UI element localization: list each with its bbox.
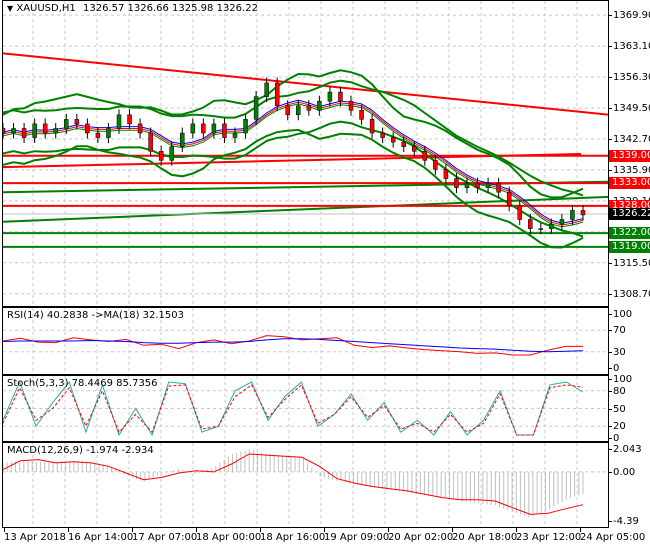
triangle-down-icon[interactable]: ▼	[7, 4, 14, 13]
time-tick: 18 Apr 16:00	[260, 528, 326, 543]
current-price-label: 1326.22	[609, 207, 650, 220]
stochastic-tick: 100	[608, 374, 633, 385]
stochastic-tick: 80	[609, 385, 626, 397]
rsi-chart-canvas	[3, 308, 608, 374]
level-label-resistance: 1333.00	[609, 177, 650, 190]
chart-header: ▼ XAUUSD,H1 1326.57 1326.66 1325.98 1326…	[7, 3, 258, 14]
symbol-label: XAUUSD,H1	[16, 3, 76, 14]
rsi-tick: 30	[609, 346, 626, 358]
macd-tick: 0.00	[608, 466, 636, 478]
stochastic-tick: 20	[609, 421, 626, 433]
stochastic-tick: 0	[608, 433, 620, 444]
macd-tick: -4.39	[609, 516, 639, 527]
time-tick: 20 Apr 18:00	[452, 528, 518, 543]
price-tick: 1349.50	[608, 103, 650, 114]
price-tick: 1363.10	[608, 41, 650, 52]
price-tick: 1356.30	[608, 72, 650, 83]
time-axis[interactable]: 13 Apr 2018 16 Apr 14:00 17 Apr 07:00 18 Ap…	[2, 528, 645, 550]
level-label-support: 1322.00	[609, 227, 650, 240]
time-tick: 24 Apr 05:00	[580, 528, 646, 543]
price-tick: 1369.90	[608, 10, 650, 21]
rsi-axis: 100 70 30 0	[608, 307, 650, 375]
macd-axis: 2.043 0.00 -4.39	[608, 442, 650, 528]
stochastic-title: Stoch(5,3,3) 78.4469 85.7356	[7, 378, 158, 389]
rsi-title: RSI(14) 40.2838 ->MA(18) 32.1503	[7, 310, 184, 321]
time-tick: 13 Apr 2018	[4, 528, 66, 543]
macd-panel[interactable]: MACD(12,26,9) -1.974 -2.934	[2, 442, 609, 528]
time-tick: 19 Apr 09:00	[324, 528, 390, 543]
stochastic-axis: 100 80 50 20 0	[608, 374, 650, 444]
time-tick: 17 Apr 07:00	[132, 528, 198, 543]
price-tick: 1335.90	[608, 165, 650, 176]
price-chart-canvas[interactable]	[3, 1, 609, 306]
price-tick: 1315.50	[608, 258, 650, 269]
ohlc-values: 1326.57 1326.66 1325.98 1326.22	[82, 3, 258, 14]
time-tick: 16 Apr 14:00	[68, 528, 134, 543]
time-tick: 18 Apr 00:00	[196, 528, 262, 543]
rsi-panel[interactable]: RSI(14) 40.2838 ->MA(18) 32.1503	[2, 307, 609, 375]
level-label-support: 1319.00	[609, 240, 650, 253]
macd-title: MACD(12,26,9) -1.974 -2.934	[7, 445, 154, 456]
time-tick: 20 Apr 02:00	[388, 528, 454, 543]
stochastic-panel[interactable]: Stoch(5,3,3) 78.4469 85.7356	[2, 375, 609, 442]
rsi-tick: 70	[609, 325, 626, 337]
rsi-tick: 0	[608, 363, 620, 374]
stochastic-tick: 50	[609, 403, 626, 415]
price-panel[interactable]: ▼ XAUUSD,H1 1326.57 1326.66 1325.98 1326…	[2, 0, 609, 307]
macd-tick: 2.043	[609, 444, 642, 455]
time-tick: 23 Apr 12:00	[516, 528, 582, 543]
stochastic-chart-canvas	[3, 376, 608, 441]
level-label-resistance: 1339.00	[609, 149, 650, 162]
price-axis[interactable]: 1369.90 1363.10 1356.30 1349.50 1342.70 1335.…	[608, 0, 650, 307]
rsi-tick: 100	[608, 309, 633, 320]
price-tick: 1342.70	[608, 134, 650, 145]
macd-chart-canvas	[3, 443, 608, 527]
price-tick: 1308.70	[608, 289, 650, 300]
